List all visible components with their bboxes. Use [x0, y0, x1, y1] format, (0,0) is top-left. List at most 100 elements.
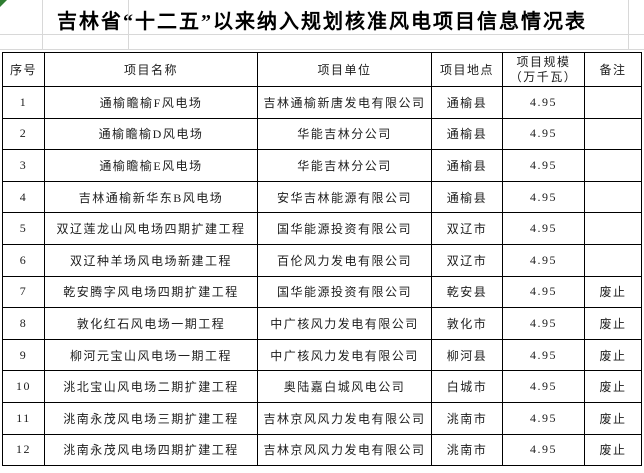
cell-project-location: 通榆县 — [431, 180, 503, 214]
table-row: 1 通榆瞻榆F风电场 吉林通榆新唐发电有限公司 通榆县 4.95 — [2, 86, 642, 119]
cell-serial-number: 4 — [2, 180, 45, 214]
header-project-location: 项目地点 — [431, 52, 503, 87]
header-serial-number: 序号 — [2, 52, 45, 87]
cell-project-unit: 吉林京风风力发电有限公司 — [257, 401, 432, 435]
cell-serial-number: 6 — [2, 243, 45, 277]
header-project-scale: 项目规模 （万千瓦） — [502, 52, 585, 87]
cell-project-name: 洮南永茂风电场四期扩建工程 — [44, 433, 258, 467]
cell-remark — [584, 212, 642, 245]
cell-project-location: 洮南市 — [431, 433, 503, 467]
cell-remark — [584, 117, 642, 151]
cell-project-unit: 百伦风力发电有限公司 — [257, 243, 432, 277]
cell-project-unit: 安华吉林能源有限公司 — [257, 180, 432, 214]
cell-project-unit: 国华能源投资有限公司 — [257, 275, 432, 309]
cell-project-location: 双辽市 — [431, 212, 503, 245]
cell-project-name: 吉林通榆新华东B风电场 — [44, 180, 258, 214]
cell-project-location: 双辽市 — [431, 243, 503, 277]
cell-project-scale: 4.95 — [502, 370, 585, 403]
cell-project-unit: 华能吉林分公司 — [257, 149, 432, 182]
header-remark: 备注 — [584, 52, 642, 87]
cell-project-location: 洮南市 — [431, 401, 503, 435]
gridline — [628, 0, 629, 50]
cell-error-corner-icon — [0, 0, 7, 7]
cell-remark: 废止 — [584, 370, 642, 403]
cell-serial-number: 5 — [2, 212, 45, 245]
cell-project-location: 敦化市 — [431, 307, 503, 340]
cell-remark: 废止 — [584, 401, 642, 435]
cell-project-scale: 4.95 — [502, 401, 585, 435]
cell-project-name: 双辽莲龙山风电场四期扩建工程 — [44, 212, 258, 245]
cell-project-name: 洮北宝山风电场二期扩建工程 — [44, 370, 258, 403]
cell-remark — [584, 149, 642, 182]
cell-project-name: 通榆瞻榆D风电场 — [44, 117, 258, 151]
cell-project-scale: 4.95 — [502, 212, 585, 245]
gridline — [128, 0, 129, 50]
table-row: 8 敦化红石风电场一期工程 中广核风力发电有限公司 敦化市 4.95 废止 — [2, 307, 642, 340]
cell-project-scale: 4.95 — [502, 275, 585, 309]
cell-project-location: 通榆县 — [431, 149, 503, 182]
table-header-row: 序号 项目名称 项目单位 项目地点 项目规模 （万千瓦） 备注 — [2, 52, 642, 87]
cell-project-unit: 吉林京风风力发电有限公司 — [257, 433, 432, 467]
cell-remark: 废止 — [584, 275, 642, 309]
table-row: 5 双辽莲龙山风电场四期扩建工程 国华能源投资有限公司 双辽市 4.95 — [2, 212, 642, 245]
table-row: 12 洮南永茂风电场四期扩建工程 吉林京风风力发电有限公司 洮南市 4.95 废… — [2, 433, 642, 467]
cell-project-unit: 国华能源投资有限公司 — [257, 212, 432, 245]
header-project-name: 项目名称 — [44, 52, 258, 87]
cell-remark — [584, 86, 642, 119]
cell-remark — [584, 243, 642, 277]
cell-project-unit: 奥陆嘉白城风电公司 — [257, 370, 432, 403]
cell-serial-number: 1 — [2, 86, 45, 119]
table-row: 2 通榆瞻榆D风电场 华能吉林分公司 通榆县 4.95 — [2, 117, 642, 151]
wind-projects-table: 序号 项目名称 项目单位 项目地点 项目规模 （万千瓦） 备注 1 通榆瞻榆F风… — [2, 52, 642, 467]
gridline — [0, 34, 644, 35]
header-project-unit: 项目单位 — [257, 52, 432, 87]
table-row: 6 双辽种羊场风电场新建工程 百伦风力发电有限公司 双辽市 4.95 — [2, 243, 642, 277]
header-project-scale-line1: 项目规模 — [516, 54, 571, 69]
cell-project-name: 敦化红石风电场一期工程 — [44, 307, 258, 340]
gridline — [42, 0, 43, 50]
table-row: 3 通榆瞻榆E风电场 华能吉林分公司 通榆县 4.95 — [2, 149, 642, 182]
cell-serial-number: 3 — [2, 149, 45, 182]
cell-project-name: 柳河元宝山风电场一期工程 — [44, 338, 258, 372]
cell-project-name: 乾安腾字风电场四期扩建工程 — [44, 275, 258, 309]
table-row: 9 柳河元宝山风电场一期工程 中广核风力发电有限公司 柳河县 4.95 废止 — [2, 338, 642, 372]
cell-serial-number: 11 — [2, 401, 45, 435]
cell-project-name: 洮南永茂风电场三期扩建工程 — [44, 401, 258, 435]
cell-project-scale: 4.95 — [502, 117, 585, 151]
page-title: 吉林省“十二五”以来纳入规划核准风电项目信息情况表 — [57, 11, 587, 33]
cell-project-location: 白城市 — [431, 370, 503, 403]
cell-remark: 废止 — [584, 307, 642, 340]
table-row: 7 乾安腾字风电场四期扩建工程 国华能源投资有限公司 乾安县 4.95 废止 — [2, 275, 642, 309]
cell-project-scale: 4.95 — [502, 86, 585, 119]
cell-serial-number: 8 — [2, 307, 45, 340]
cell-project-location: 柳河县 — [431, 338, 503, 372]
cell-project-scale: 4.95 — [502, 307, 585, 340]
cell-project-location: 通榆县 — [431, 117, 503, 151]
cell-remark — [584, 180, 642, 214]
cell-project-location: 乾安县 — [431, 275, 503, 309]
cell-project-location: 通榆县 — [431, 86, 503, 119]
cell-project-scale: 4.95 — [502, 243, 585, 277]
gridline — [0, 49, 644, 50]
table-row: 4 吉林通榆新华东B风电场 安华吉林能源有限公司 通榆县 4.95 — [2, 180, 642, 214]
cell-project-scale: 4.95 — [502, 433, 585, 467]
cell-project-unit: 华能吉林分公司 — [257, 117, 432, 151]
cell-remark: 废止 — [584, 433, 642, 467]
cell-project-scale: 4.95 — [502, 338, 585, 372]
cell-serial-number: 10 — [2, 370, 45, 403]
cell-remark: 废止 — [584, 338, 642, 372]
cell-serial-number: 7 — [2, 275, 45, 309]
table-row: 10 洮北宝山风电场二期扩建工程 奥陆嘉白城风电公司 白城市 4.95 废止 — [2, 370, 642, 403]
header-project-scale-line2: （万千瓦） — [509, 69, 578, 84]
cell-project-name: 双辽种羊场风电场新建工程 — [44, 243, 258, 277]
cell-project-name: 通榆瞻榆E风电场 — [44, 149, 258, 182]
cell-project-name: 通榆瞻榆F风电场 — [44, 86, 258, 119]
cell-project-unit: 中广核风力发电有限公司 — [257, 338, 432, 372]
cell-project-scale: 4.95 — [502, 180, 585, 214]
cell-project-unit: 吉林通榆新唐发电有限公司 — [257, 86, 432, 119]
cell-serial-number: 12 — [2, 433, 45, 467]
table-row: 11 洮南永茂风电场三期扩建工程 吉林京风风力发电有限公司 洮南市 4.95 废… — [2, 401, 642, 435]
cell-serial-number: 9 — [2, 338, 45, 372]
cell-project-scale: 4.95 — [502, 149, 585, 182]
cell-serial-number: 2 — [2, 117, 45, 151]
